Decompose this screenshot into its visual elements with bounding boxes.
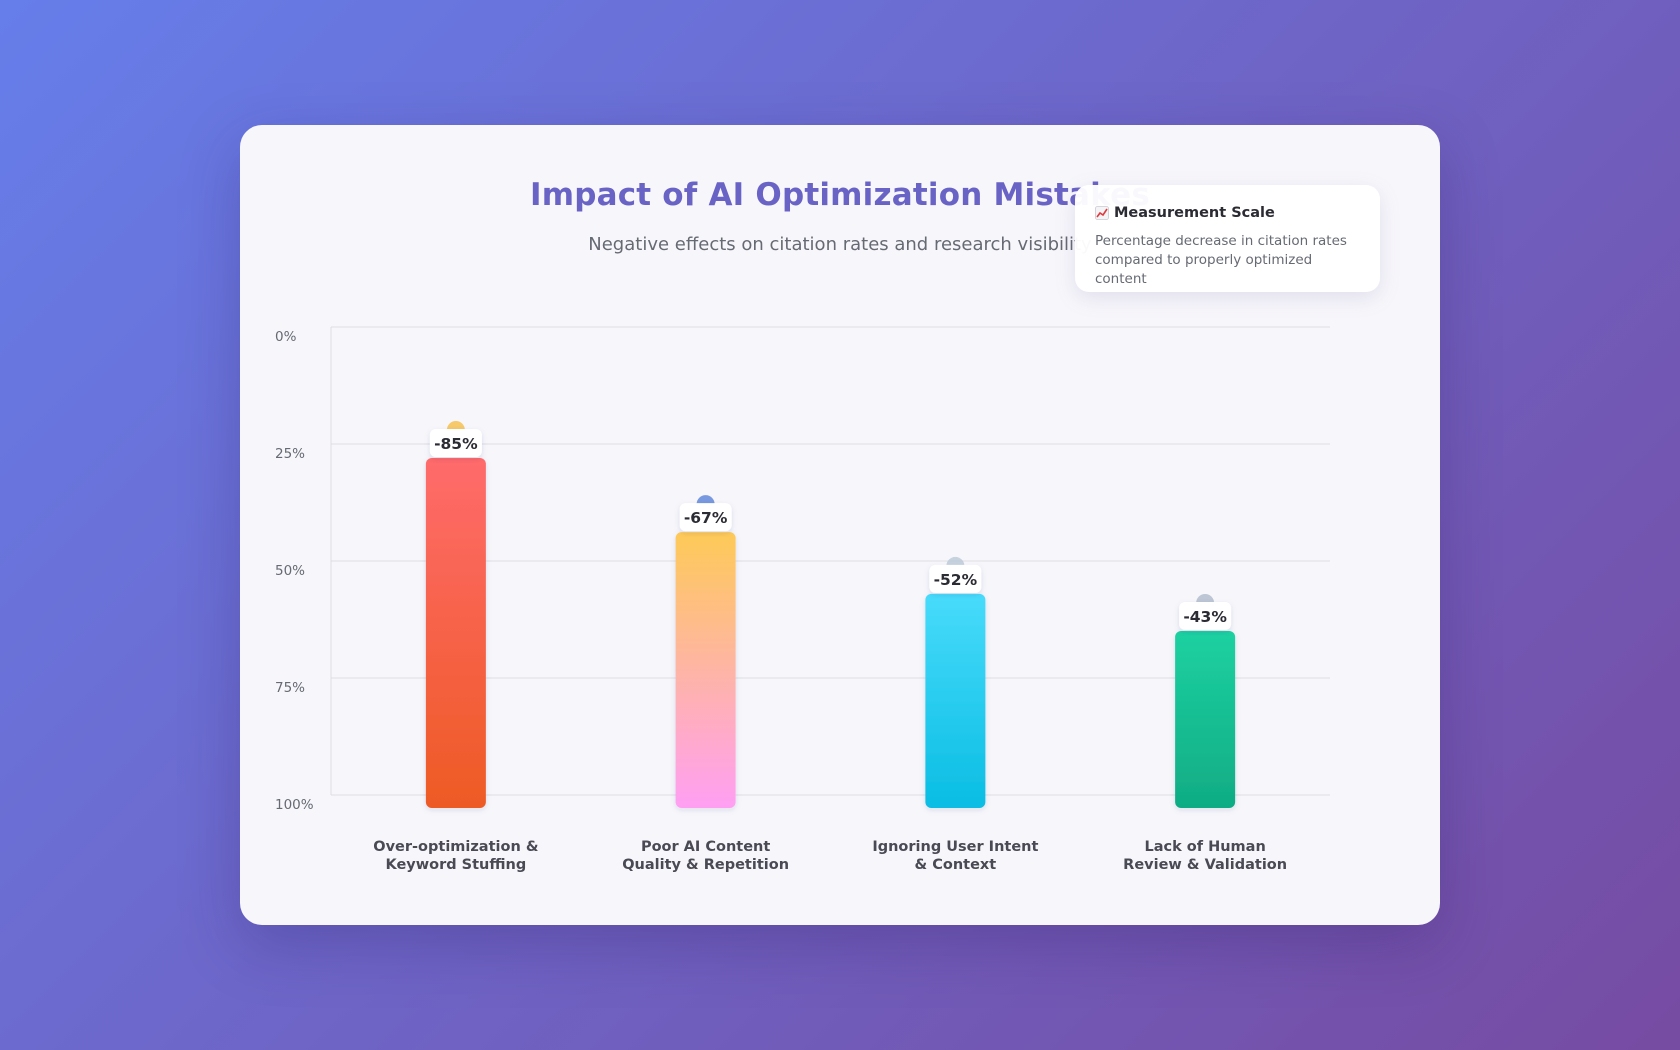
value-label: -43% — [1183, 608, 1227, 626]
x-category-label: Poor AI Content Quality & Repetition — [606, 838, 806, 874]
x-category-label-line: Review & Validation — [1123, 857, 1288, 873]
x-category-label: Over-optimization & Keyword Stuffing — [356, 838, 556, 874]
x-category-label-line: Lack of Human — [1144, 839, 1266, 855]
value-label: -85% — [434, 435, 478, 453]
chart-title: Impact of AI Optimization Mistakes — [529, 177, 1151, 213]
measurement-scale-line-1: Percentage decrease in citation rates — [1095, 233, 1347, 249]
value-label: -52% — [934, 571, 978, 589]
x-category-label-line: Over-optimization & — [373, 839, 539, 855]
value-label-background — [1179, 601, 1232, 630]
x-category-label-line: Keyword Stuffing — [385, 857, 527, 873]
value-label-background — [429, 429, 482, 457]
x-category-label-line: Ignoring User Intent — [872, 839, 1039, 855]
measurement-scale-line-2: compared to properly optimized content — [1095, 252, 1313, 287]
y-tick-label: 25% — [275, 446, 305, 462]
measurement-scale-title: Measurement Scale — [1114, 205, 1275, 221]
measurement-scale-box: Measurement Scale Percentage decrease in… — [1075, 185, 1380, 292]
bar[interactable] — [925, 593, 986, 808]
bar-chart: 0% 25% 50% 75% 100% -85% -67% -52% -43% — [275, 326, 1330, 813]
x-category-label: Ignoring User Intent & Context — [855, 838, 1055, 874]
measurement-scale-description: Percentage decrease in citation rates co… — [1095, 232, 1360, 289]
value-label-background — [679, 503, 732, 532]
bar[interactable] — [675, 532, 736, 808]
x-category-label-line: & Context — [914, 857, 997, 873]
y-tick-label: 0% — [275, 329, 297, 345]
measurement-scale-header: Measurement Scale — [1095, 205, 1360, 221]
bar[interactable] — [425, 458, 486, 808]
value-label: -67% — [684, 509, 728, 527]
chart-card: Impact of AI Optimization Mistakes Negat… — [240, 125, 1440, 925]
x-category-label-line: Poor AI Content — [640, 839, 771, 855]
x-category-label-line: Quality & Repetition — [622, 857, 790, 873]
y-tick-label: 75% — [275, 680, 305, 696]
chart-subtitle: Negative effects on citation rates and r… — [588, 234, 1092, 255]
chart-increasing-icon — [1095, 206, 1109, 220]
y-tick-label: 50% — [275, 563, 305, 579]
x-category-label: Lack of Human Review & Validation — [1105, 838, 1305, 874]
value-label-background — [929, 564, 982, 593]
bar[interactable] — [1175, 630, 1236, 808]
y-tick-label: 100% — [275, 797, 314, 813]
